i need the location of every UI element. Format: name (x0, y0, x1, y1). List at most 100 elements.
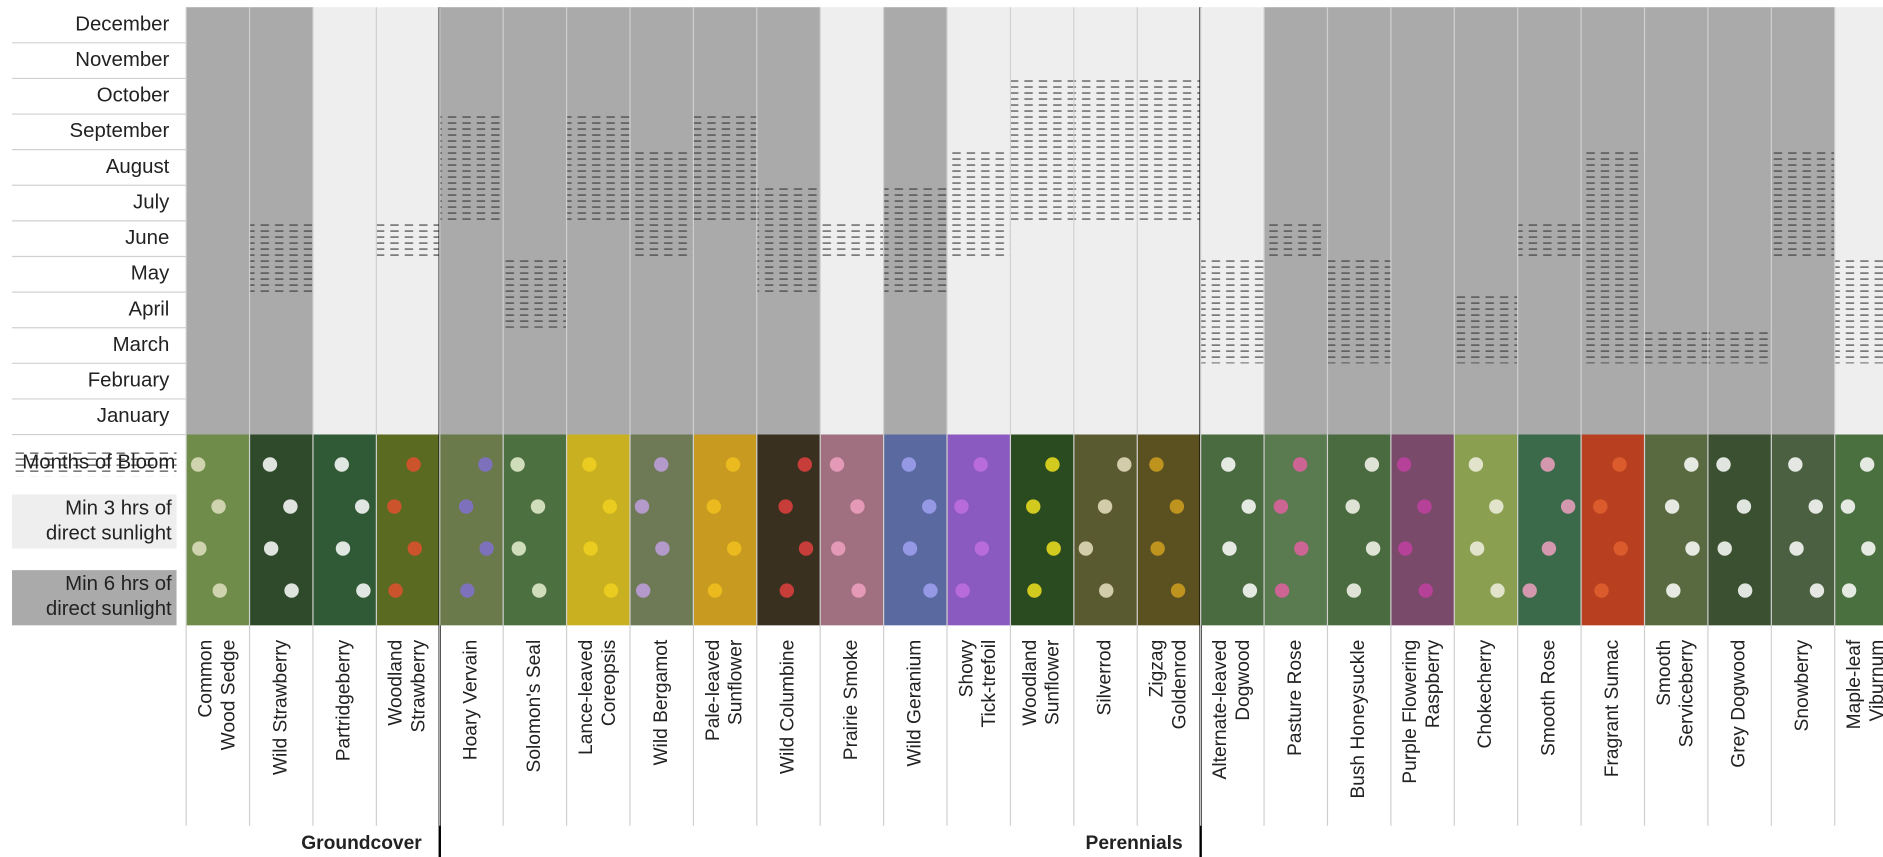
bloom-cell (693, 150, 757, 186)
photo-flower (1666, 583, 1681, 598)
sunlight-column (1707, 7, 1772, 435)
photo-flower (829, 457, 845, 472)
photo-flower (1684, 457, 1699, 472)
photo-flower (1840, 499, 1856, 514)
bloom-cell (1644, 328, 1708, 364)
photo-flower (1469, 541, 1485, 556)
photo-flower (1292, 457, 1308, 472)
bloom-cell (1771, 222, 1835, 257)
month-label: January (97, 405, 170, 427)
month-label: May (131, 263, 170, 285)
plant-name: Zigzag (1147, 640, 1168, 698)
photo-flower (334, 457, 349, 472)
bloom-cell (1327, 257, 1391, 293)
plant-photo (693, 434, 757, 626)
plant-photo (1834, 434, 1883, 626)
photo-flower (1418, 583, 1433, 598)
photo-flower (1737, 583, 1753, 598)
photo-flower (1396, 457, 1412, 472)
bloom-cell (566, 186, 630, 221)
photo-flower (1613, 541, 1628, 556)
bloom-cell (1454, 328, 1518, 364)
sunlight-column (1390, 7, 1455, 435)
plant-name: Wild Strawberry (270, 639, 291, 775)
photo-flower (1274, 583, 1290, 598)
sunlight-column (1264, 7, 1328, 435)
photo-flower (1841, 583, 1857, 598)
plant-photo (1771, 434, 1835, 626)
sunlight-column (249, 7, 313, 435)
plant-name: Fragrant Sumac (1602, 639, 1623, 777)
photo-flower (974, 541, 990, 556)
sunlight-column (186, 7, 250, 435)
photo-flower (1117, 457, 1132, 472)
bloom-cell (439, 115, 504, 150)
plant-name: Wood Sedge (218, 640, 239, 751)
photo-flower (283, 499, 298, 514)
photo-flower (851, 583, 866, 598)
sunlight-column (1327, 7, 1391, 435)
photo-flower (923, 583, 938, 598)
photo-flower (212, 583, 227, 598)
photo-flower (407, 541, 422, 556)
plant-name: Strawberry (409, 639, 430, 732)
bloom-cell (883, 186, 948, 221)
legend-box (12, 570, 177, 626)
photo-flower (335, 541, 351, 556)
photo-flower (1169, 499, 1185, 514)
month-label: June (125, 227, 169, 249)
plant-name: Grey Dogwood (1729, 640, 1750, 768)
sunlight-column (503, 7, 567, 435)
bloom-cell (439, 186, 504, 221)
photo-flower (388, 583, 403, 598)
photo-flower (634, 499, 650, 514)
bloom-cell (1010, 79, 1074, 115)
photo-flower (1468, 457, 1484, 472)
photo-flower (706, 499, 722, 514)
photo-flower (1097, 499, 1113, 514)
legend-box (12, 494, 177, 549)
legend-text: Min 3 hrs of (65, 497, 172, 519)
photo-flower (727, 541, 742, 556)
photo-flower (1540, 457, 1555, 472)
photo-flower (356, 583, 371, 598)
bloom-cell (503, 293, 567, 328)
photo-flower (1222, 541, 1237, 556)
photo-flower (973, 457, 988, 472)
photo-flower (478, 457, 493, 472)
photo-flower (460, 583, 475, 598)
photo-flower (654, 457, 669, 472)
photo-flower (1808, 499, 1823, 514)
photo-flower (510, 457, 525, 472)
bloom-cell (756, 186, 821, 221)
month-label: March (113, 334, 170, 356)
photo-flower (192, 541, 207, 556)
photo-flower (955, 583, 970, 598)
bloom-cell (1581, 186, 1645, 221)
photo-flower (262, 457, 278, 472)
month-label: November (75, 49, 169, 71)
bloom-cell (693, 186, 757, 221)
photo-flower (1664, 499, 1680, 514)
bloom-cell (629, 150, 694, 186)
photo-flower (1026, 499, 1041, 514)
photo-flower (1861, 541, 1876, 556)
plant-photo (1010, 434, 1074, 626)
group-label: Perennials (1086, 833, 1183, 854)
photo-flower (1273, 499, 1289, 514)
plant-name: Lance-leaved (576, 640, 597, 755)
bloom-cell (693, 115, 757, 150)
photo-flower (635, 583, 651, 598)
photo-flower (1789, 541, 1804, 556)
photo-flower (602, 499, 618, 514)
bloom-cell (1137, 79, 1201, 115)
photo-flower (1541, 541, 1557, 556)
bloom-cell (1454, 293, 1518, 328)
photo-flower (1149, 457, 1164, 472)
photo-flower (458, 499, 474, 514)
legend-text: direct sunlight (46, 523, 172, 545)
plant-name: Sunflower (1043, 639, 1064, 725)
photo-flower (1046, 541, 1061, 556)
sunlight-column (1517, 7, 1582, 435)
photo-flower (1242, 583, 1258, 598)
